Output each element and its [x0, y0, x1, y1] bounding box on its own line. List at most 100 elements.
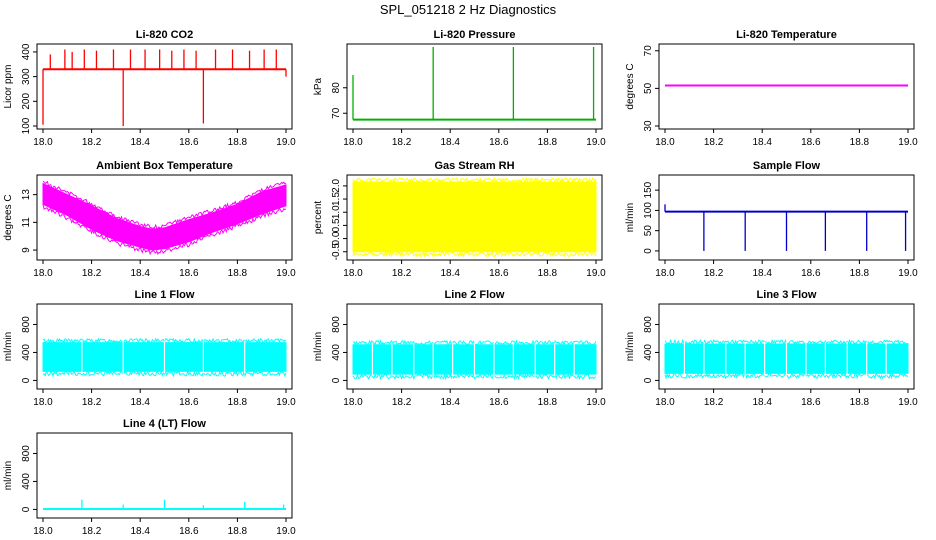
x-tick-label: 18.6: [489, 268, 509, 279]
y-axis-label: ml/min: [625, 332, 636, 361]
panel-title: Ambient Box Temperature: [96, 160, 233, 172]
y-tick-label: 400: [643, 344, 654, 361]
plot-frame: [36, 43, 293, 130]
x-tick-label: 18.4: [752, 268, 772, 279]
y-tick-label: 800: [21, 316, 32, 333]
plot-frame: [658, 174, 915, 261]
x-tick-label: 18.8: [538, 268, 558, 279]
x-tick-label: 18.2: [704, 137, 724, 148]
x-tick-label: 18.8: [850, 397, 870, 408]
y-tick-label: 13: [21, 189, 32, 201]
y-tick-label: 400: [331, 344, 342, 361]
y-tick-label: -0.5: [331, 243, 342, 261]
panel-title: Line 2 Flow: [445, 289, 505, 301]
x-tick-label: 18.2: [704, 397, 724, 408]
x-tick-label: 18.6: [489, 397, 509, 408]
plot-frame: [658, 43, 915, 130]
y-tick-label: 800: [331, 316, 342, 333]
x-tick-label: 19.0: [586, 137, 606, 148]
panel-title: Line 3 Flow: [757, 289, 817, 301]
y-tick-label: 50: [643, 82, 654, 94]
y-tick-label: 80: [331, 82, 342, 94]
x-tick-label: 18.6: [801, 397, 821, 408]
x-tick-label: 19.0: [898, 397, 918, 408]
x-tick-label: 18.4: [752, 137, 772, 148]
x-tick-label: 18.6: [179, 397, 199, 408]
x-tick-label: 18.2: [82, 137, 102, 148]
y-tick-label: 70: [643, 45, 654, 57]
plot-frame: [346, 43, 603, 130]
panel-temperature: Li-820 Temperature degrees C 18.0 18.2 18.4 1…: [625, 29, 918, 148]
y-tick-label: 1.0: [331, 205, 342, 219]
plot-frame: [346, 174, 603, 261]
data-layer: [43, 499, 286, 511]
x-tick-label: 18.8: [538, 397, 558, 408]
y-tick-label: 11: [21, 217, 32, 228]
y-tick-label: 0: [643, 377, 654, 383]
panel-sample: Sample Flow ml/min 18.0 18.2 18.4 18.6 18.8 19.…: [625, 160, 918, 279]
y-tick-label: 0: [21, 506, 32, 512]
series-upper-noise: [352, 176, 597, 184]
x-tick-label: 18.2: [82, 397, 102, 408]
data-layer: [352, 176, 597, 258]
y-tick-label: 400: [21, 344, 32, 361]
x-tick-label: 18.8: [538, 137, 558, 148]
x-tick-label: 18.2: [392, 137, 412, 148]
y-tick-label: 0: [331, 377, 342, 383]
y-tick-label: 800: [21, 445, 32, 462]
y-tick-label: 100: [643, 202, 654, 219]
x-tick-label: 19.0: [276, 397, 296, 408]
x-tick-label: 19.0: [898, 137, 918, 148]
x-tick-label: 18.2: [82, 526, 102, 537]
y-axis-label: degrees C: [3, 194, 14, 240]
x-tick-label: 18.6: [179, 268, 199, 279]
y-tick-label: 150: [643, 181, 654, 198]
y-axis-label: kPa: [313, 77, 324, 95]
y-tick-label: 800: [643, 316, 654, 333]
panel-line4: Line 4 (LT) Flow ml/min 18.0 18.2 18.4 18.6 18…: [3, 418, 296, 537]
panel-title: Sample Flow: [753, 160, 821, 172]
x-tick-label: 18.4: [440, 268, 460, 279]
x-tick-label: 18.4: [440, 397, 460, 408]
x-tick-label: 18.4: [130, 526, 150, 537]
panel-pressure: Li-820 Pressure kPa 18.0 18.2 18.4 18.6 18.8 19…: [313, 29, 606, 148]
y-tick-label: 0.5: [331, 218, 342, 232]
y-axis-label: Licor ppm: [3, 65, 14, 109]
y-tick-label: 1.5: [331, 192, 342, 206]
series-lower-noise: [352, 372, 597, 381]
panel-line1: Line 1 Flow ml/min 18.0 18.2 18.4 18.6 18.8 19.…: [3, 289, 296, 408]
data-layer: [664, 338, 909, 380]
y-tick-label: 2.0: [331, 179, 342, 193]
panel-title: Line 4 (LT) Flow: [123, 418, 206, 430]
x-tick-label: 18.6: [801, 268, 821, 279]
x-tick-label: 18.6: [179, 137, 199, 148]
data-layer: [42, 49, 287, 126]
y-axis-label: percent: [313, 201, 324, 235]
series-lower-noise: [42, 369, 287, 378]
plot-frame: [36, 174, 293, 261]
series-upper-noise: [42, 180, 287, 230]
x-tick-label: 18.4: [130, 137, 150, 148]
x-tick-label: 18.8: [850, 137, 870, 148]
data-layer: [352, 339, 597, 381]
plot-frame: [36, 303, 293, 390]
panel-title: Li-820 CO2: [136, 29, 193, 41]
panel-title: Li-820 Pressure: [434, 29, 516, 41]
plot-frame: [658, 303, 915, 390]
x-tick-label: 18.8: [228, 268, 248, 279]
series-lower-noise: [352, 250, 597, 258]
x-tick-label: 18.6: [801, 137, 821, 148]
data-layer: [352, 47, 596, 121]
panel-co2: Li-820 CO2 Licor ppm 18.0 18.2 18.4 18.6 18.8 1…: [3, 29, 296, 148]
x-tick-label: 18.0: [33, 137, 53, 148]
y-axis-label: ml/min: [625, 203, 636, 232]
panel-title: Gas Stream RH: [434, 160, 514, 172]
series-band: [352, 181, 597, 253]
y-tick-label: 100: [21, 117, 32, 134]
x-tick-label: 18.8: [228, 526, 248, 537]
plot-frame: [346, 303, 603, 390]
x-tick-label: 18.0: [655, 137, 675, 148]
panel-title: Line 1 Flow: [135, 289, 195, 301]
x-tick-label: 18.2: [82, 268, 102, 279]
